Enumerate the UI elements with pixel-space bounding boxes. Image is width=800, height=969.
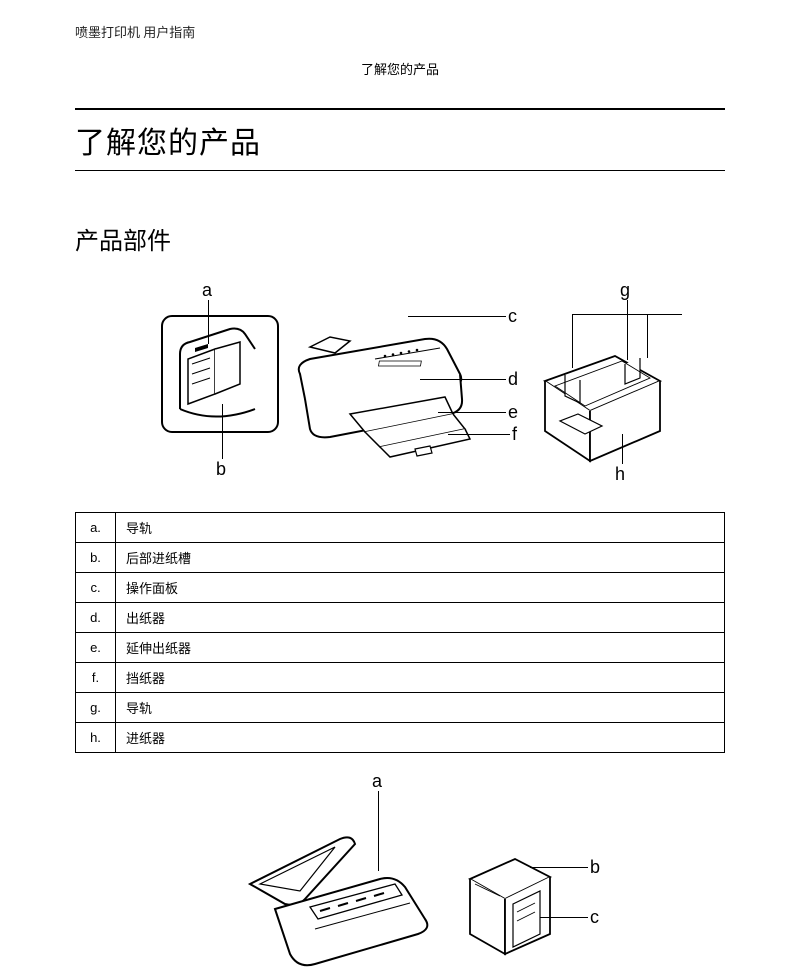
part-name: 挡纸器 — [116, 663, 725, 693]
diagram-printer — [265, 329, 480, 469]
table-row: b.后部进纸槽 — [76, 543, 725, 573]
leader-c2 — [540, 917, 588, 918]
diagram-1: a b c d e f g h — [75, 284, 725, 494]
part-key: a. — [76, 513, 116, 543]
diagram-cassette — [530, 326, 670, 476]
leader-g2 — [572, 314, 682, 315]
callout-d: d — [508, 369, 518, 390]
table-row: e.延伸出纸器 — [76, 633, 725, 663]
part-name: 操作面板 — [116, 573, 725, 603]
part-name: 导轨 — [116, 513, 725, 543]
callout-g: g — [620, 280, 630, 301]
leader-b2 — [530, 867, 588, 868]
table-row: a.导轨 — [76, 513, 725, 543]
part-key: d. — [76, 603, 116, 633]
part-key: e. — [76, 633, 116, 663]
callout-f: f — [512, 424, 517, 445]
callout-c: c — [508, 306, 517, 327]
leader-f — [448, 434, 510, 435]
diagram-2: a — [75, 777, 725, 957]
leader-g3 — [572, 314, 573, 368]
part-name: 后部进纸槽 — [116, 543, 725, 573]
table-row: d.出纸器 — [76, 603, 725, 633]
callout-b2: b — [590, 857, 600, 878]
callout-b: b — [216, 459, 226, 480]
leader-g4 — [647, 314, 648, 358]
leader-a — [208, 300, 209, 344]
callout-a: a — [202, 280, 212, 301]
section-title: 产品部件 — [75, 221, 725, 256]
part-key: c. — [76, 573, 116, 603]
diagram-maintenance-box — [455, 839, 565, 959]
diagram-printer-open — [220, 829, 450, 969]
part-key: b. — [76, 543, 116, 573]
table-row: h.进纸器 — [76, 723, 725, 753]
table-row: g.导轨 — [76, 693, 725, 723]
part-name: 导轨 — [116, 693, 725, 723]
table-row: f.挡纸器 — [76, 663, 725, 693]
leader-c — [408, 316, 506, 317]
parts-table: a.导轨 b.后部进纸槽 c.操作面板 d.出纸器 e.延伸出纸器 f.挡纸器 … — [75, 512, 725, 753]
callout-e: e — [508, 402, 518, 423]
leader-h — [622, 434, 623, 464]
rule-top — [75, 108, 725, 110]
leader-b — [222, 404, 223, 459]
table-row: c.操作面板 — [76, 573, 725, 603]
callout-a2: a — [372, 771, 382, 792]
callout-c2: c — [590, 907, 599, 928]
part-key: g. — [76, 693, 116, 723]
callout-h: h — [615, 464, 625, 485]
part-key: h. — [76, 723, 116, 753]
leader-g1 — [627, 300, 628, 360]
part-key: f. — [76, 663, 116, 693]
page-title: 了解您的产品 — [75, 116, 725, 164]
leader-d — [420, 379, 506, 380]
breadcrumb: 了解您的产品 — [75, 59, 725, 78]
part-name: 延伸出纸器 — [116, 633, 725, 663]
part-name: 进纸器 — [116, 723, 725, 753]
part-name: 出纸器 — [116, 603, 725, 633]
leader-e — [438, 412, 506, 413]
doc-title: 喷墨打印机 用户指南 — [75, 22, 725, 41]
diagram-inset-rear — [160, 314, 280, 434]
rule-bottom — [75, 170, 725, 171]
